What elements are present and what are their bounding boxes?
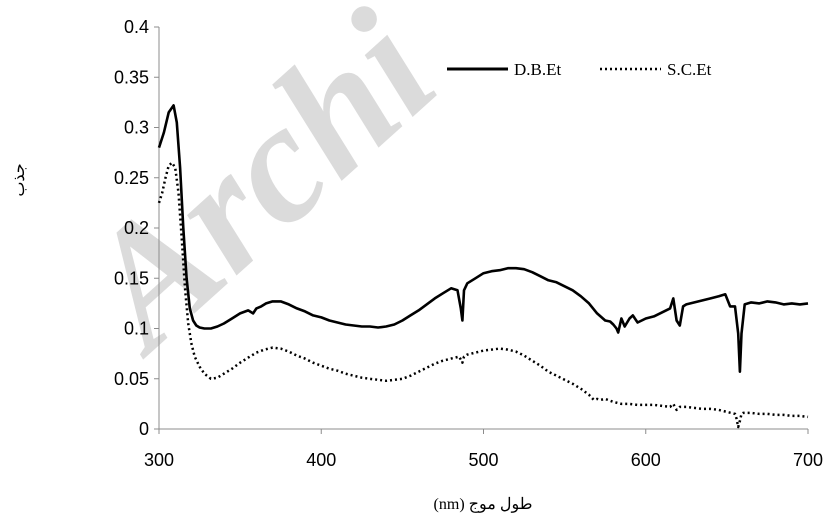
- y-tick-label: 0.25: [114, 168, 149, 188]
- x-tick-label: 700: [793, 450, 823, 470]
- y-tick-label: 0.2: [124, 218, 149, 238]
- y-tick-label: 0.05: [114, 369, 149, 389]
- series-layer: [157, 104, 809, 429]
- legend-label-scet: S.C.Et: [667, 60, 712, 79]
- x-axis-ticks: 300 400 500 600 700: [144, 429, 823, 470]
- y-tick-label: 0.3: [124, 118, 149, 138]
- x-tick-label: 500: [468, 450, 498, 470]
- series-line-dbet: [157, 104, 809, 374]
- y-axis-ticks: 0 0.05 0.1 0.15 0.2 0.25 0.3 0.35 0.4: [114, 17, 159, 439]
- y-axis-label: جذب: [11, 163, 28, 196]
- watermark-text: Archi: [42, 0, 469, 387]
- y-tick-label: 0.15: [114, 268, 149, 288]
- x-tick-label: 400: [306, 450, 336, 470]
- y-tick-label: 0.35: [114, 67, 149, 87]
- series-line-scet: [157, 161, 809, 429]
- x-axis-label: طول موج (nm): [434, 496, 533, 513]
- y-tick-label: 0.1: [124, 319, 149, 339]
- x-tick-label: 600: [631, 450, 661, 470]
- y-tick-label: 0.4: [124, 17, 149, 37]
- y-tick-label: 0: [139, 419, 149, 439]
- legend: D.B.Et S.C.Et: [447, 60, 712, 79]
- legend-label-dbet: D.B.Et: [514, 60, 562, 79]
- x-tick-label: 300: [144, 450, 174, 470]
